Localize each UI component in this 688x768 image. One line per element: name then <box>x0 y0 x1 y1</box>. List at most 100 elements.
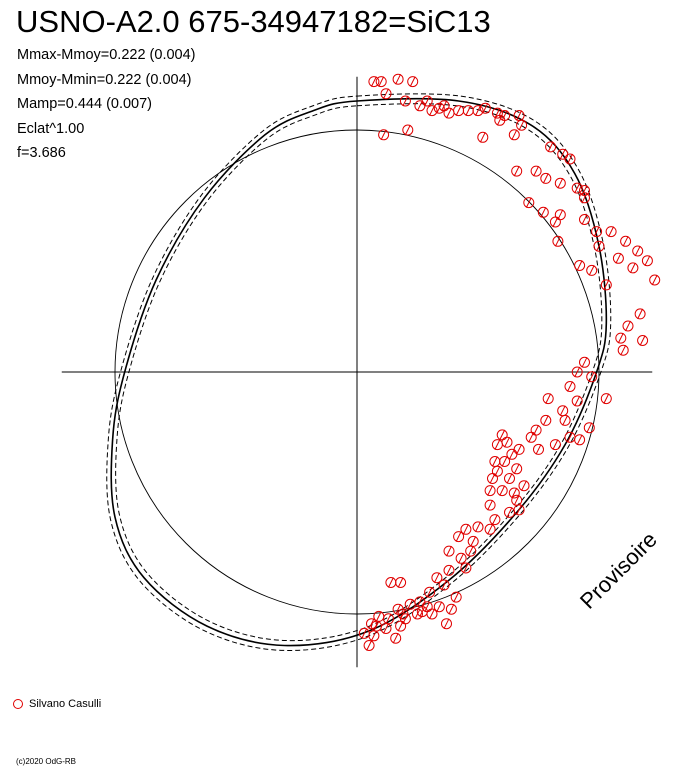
fit-upper-band <box>106 93 612 651</box>
stat-amplitude: Mamp=0.444 (0.007) <box>17 96 153 112</box>
data-point <box>363 640 375 651</box>
data-point <box>574 434 586 446</box>
legend: Silvano Casulli <box>13 697 101 711</box>
data-point <box>557 148 569 160</box>
data-point <box>632 245 644 257</box>
data-point <box>404 598 416 610</box>
data-point <box>443 564 455 576</box>
data-point <box>523 197 535 209</box>
legend-circle-icon <box>13 699 23 709</box>
data-point <box>571 395 583 407</box>
data-point <box>513 443 525 455</box>
data-point <box>414 100 426 112</box>
data-point <box>484 523 496 535</box>
stat-mean-minus-min: Mmoy-Mmin=0.222 (0.004) <box>17 71 192 88</box>
data-point <box>499 456 511 467</box>
data-point <box>491 439 503 451</box>
data-point <box>472 105 484 117</box>
data-point <box>385 577 397 588</box>
data-point <box>600 279 612 291</box>
data-point <box>465 545 477 557</box>
data-point <box>641 255 653 267</box>
data-point <box>380 623 392 634</box>
data-point <box>426 608 438 620</box>
data-point <box>460 523 472 535</box>
data-point <box>460 562 472 574</box>
data-point <box>586 264 598 276</box>
data-point <box>586 371 598 383</box>
data-point <box>622 320 634 332</box>
data-point <box>615 332 627 344</box>
reference-circle <box>114 129 600 615</box>
data-point <box>649 274 661 286</box>
data-point <box>431 572 443 584</box>
data-point <box>441 618 452 630</box>
data-point <box>583 422 595 434</box>
data-point <box>612 252 624 264</box>
data-point <box>412 608 423 620</box>
data-point <box>593 240 605 252</box>
data-point <box>579 185 590 196</box>
data-point <box>516 119 528 131</box>
data-point <box>579 356 590 368</box>
data-point <box>549 216 561 228</box>
data-point <box>542 393 554 405</box>
data-points <box>358 73 661 651</box>
stat-max-minus-mean: Mmax-Mmoy=0.222 (0.004) <box>17 47 196 63</box>
data-point <box>508 487 520 499</box>
data-point <box>402 124 414 136</box>
data-point <box>530 165 542 177</box>
data-point <box>494 114 506 126</box>
data-point <box>477 131 489 143</box>
data-point <box>579 214 590 225</box>
data-point <box>525 431 537 443</box>
data-point <box>453 531 465 543</box>
data-point <box>518 480 530 492</box>
data-point <box>605 226 617 238</box>
data-point <box>380 88 392 100</box>
data-point <box>399 613 411 625</box>
data-point <box>552 235 564 247</box>
data-point <box>559 414 571 426</box>
data-point <box>501 436 513 448</box>
data-point <box>487 473 498 484</box>
data-point <box>445 603 457 615</box>
data-point <box>634 308 646 320</box>
data-point <box>467 535 479 547</box>
data-point <box>484 485 496 497</box>
data-point <box>545 141 557 153</box>
data-point <box>617 344 629 356</box>
legend-label: Silvano Casulli <box>29 698 102 710</box>
data-point <box>484 499 496 511</box>
data-point <box>506 448 518 460</box>
statistics-panel: Mmax-Mmoy=0.222 (0.004) Mmoy-Mmin=0.222 … <box>17 43 196 166</box>
data-point <box>591 226 603 238</box>
data-point <box>554 177 566 189</box>
data-point <box>472 521 484 533</box>
data-point <box>496 429 508 441</box>
data-point <box>395 577 407 588</box>
data-point <box>395 620 407 632</box>
data-point <box>574 260 586 271</box>
data-point <box>491 107 503 119</box>
data-point <box>600 393 612 405</box>
data-point <box>513 504 525 516</box>
data-point <box>443 545 455 557</box>
stat-brightness-exponent: Eclat^1.00 <box>17 120 85 137</box>
data-point <box>421 95 433 107</box>
data-point <box>375 76 387 88</box>
data-point <box>424 586 436 598</box>
data-point <box>637 335 649 346</box>
data-point <box>496 485 508 497</box>
data-point <box>455 552 467 564</box>
data-point <box>511 165 523 177</box>
data-point <box>620 235 632 247</box>
data-point <box>504 506 515 518</box>
data-point <box>426 105 438 117</box>
data-point <box>453 105 465 117</box>
fit-curve <box>110 97 608 647</box>
data-point <box>579 192 590 204</box>
data-point <box>508 129 520 141</box>
data-point <box>407 76 419 88</box>
